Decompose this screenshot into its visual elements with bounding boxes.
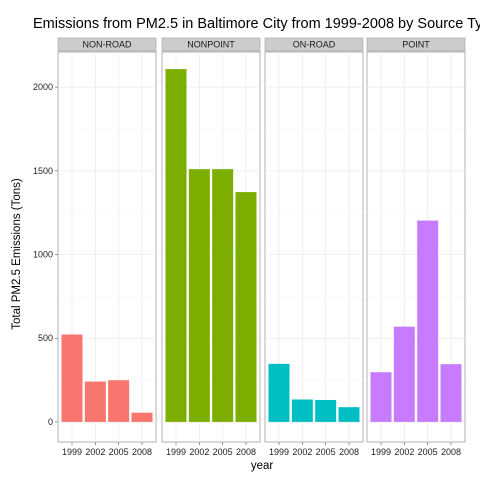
y-tick-label: 500 — [38, 333, 53, 343]
x-tick-label: 1999 — [166, 447, 186, 457]
y-axis: 0 500 1000 1500 2000 — [33, 82, 58, 427]
bar-nonpoint-2002 — [189, 169, 210, 422]
facet-on-road: ON-ROAD 1999 2002 2005 2008 — [265, 38, 363, 457]
x-axis-label: year — [251, 460, 274, 472]
x-tick-label: 2002 — [189, 447, 209, 457]
x-tick-label: 2008 — [132, 447, 152, 457]
x-tick-label: 2008 — [339, 447, 359, 457]
x-tick-label: 2002 — [394, 447, 414, 457]
x-tick-label: 2005 — [213, 447, 233, 457]
x-tick-label: 2005 — [109, 447, 129, 457]
facet-non-road: NON-ROAD 1999 2002 2005 2008 — [58, 38, 156, 457]
x-tick-label: 1999 — [62, 447, 82, 457]
x-tick-label: 2008 — [236, 447, 256, 457]
y-tick-label: 2000 — [33, 82, 53, 92]
x-tick-label: 2002 — [292, 447, 312, 457]
facet-strip-label: POINT — [402, 40, 430, 50]
bar-point-2005 — [417, 221, 438, 422]
facet-strip-label: NON-ROAD — [83, 40, 132, 50]
y-tick-label: 1000 — [33, 250, 53, 260]
x-tick-label: 1999 — [371, 447, 391, 457]
bar-on-road-2005 — [315, 400, 336, 422]
bar-nonpoint-2008 — [236, 192, 257, 422]
x-tick-label: 2008 — [441, 447, 461, 457]
bar-nonpoint-1999 — [166, 69, 187, 422]
bar-point-1999 — [371, 372, 392, 422]
facet-nonpoint: NONPOINT 1999 2002 2005 2008 — [162, 38, 260, 457]
bar-on-road-2008 — [339, 407, 360, 422]
y-tick-label: 1500 — [33, 166, 53, 176]
bar-non-road-1999 — [62, 335, 83, 422]
y-tick-label: 0 — [48, 417, 53, 427]
x-tick-label: 2005 — [316, 447, 336, 457]
x-tick-label: 2002 — [85, 447, 105, 457]
facet-strip-label: NONPOINT — [187, 40, 235, 50]
chart-title: Emissions from PM2.5 in Baltimore City f… — [33, 16, 480, 32]
y-axis-label: Total PM2.5 Emissions (Tons) — [11, 178, 23, 330]
bar-point-2008 — [441, 364, 462, 422]
facet-point: POINT 1999 2002 2005 2008 — [367, 38, 465, 457]
bar-on-road-2002 — [292, 399, 313, 421]
facet-strip-label: ON-ROAD — [293, 40, 336, 50]
bar-nonpoint-2005 — [212, 169, 233, 422]
bar-non-road-2005 — [108, 380, 129, 422]
x-tick-label: 2005 — [418, 447, 438, 457]
x-tick-label: 1999 — [269, 447, 289, 457]
bar-point-2002 — [394, 327, 415, 422]
bar-non-road-2002 — [85, 382, 106, 422]
bar-on-road-1999 — [269, 364, 290, 422]
bar-non-road-2008 — [132, 413, 153, 422]
